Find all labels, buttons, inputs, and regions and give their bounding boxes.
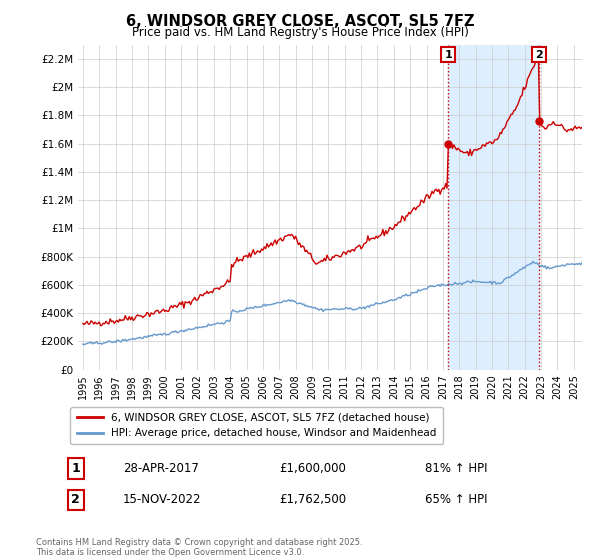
Text: 2: 2	[535, 50, 543, 60]
Bar	[448, 45, 539, 370]
Text: £1,762,500: £1,762,500	[279, 493, 346, 506]
Text: 2: 2	[71, 493, 80, 506]
Text: 28-APR-2017: 28-APR-2017	[122, 462, 199, 475]
Text: 1: 1	[444, 50, 452, 60]
Text: 1: 1	[71, 462, 80, 475]
Text: 15-NOV-2022: 15-NOV-2022	[122, 493, 201, 506]
Text: Contains HM Land Registry data © Crown copyright and database right 2025.
This d: Contains HM Land Registry data © Crown c…	[36, 538, 362, 557]
Text: £1,600,000: £1,600,000	[279, 462, 346, 475]
Text: 81% ↑ HPI: 81% ↑ HPI	[425, 462, 488, 475]
Legend: 6, WINDSOR GREY CLOSE, ASCOT, SL5 7FZ (detached house), HPI: Average price, deta: 6, WINDSOR GREY CLOSE, ASCOT, SL5 7FZ (d…	[70, 407, 443, 445]
Text: 65% ↑ HPI: 65% ↑ HPI	[425, 493, 488, 506]
Text: Price paid vs. HM Land Registry's House Price Index (HPI): Price paid vs. HM Land Registry's House …	[131, 26, 469, 39]
Text: 6, WINDSOR GREY CLOSE, ASCOT, SL5 7FZ: 6, WINDSOR GREY CLOSE, ASCOT, SL5 7FZ	[126, 14, 474, 29]
